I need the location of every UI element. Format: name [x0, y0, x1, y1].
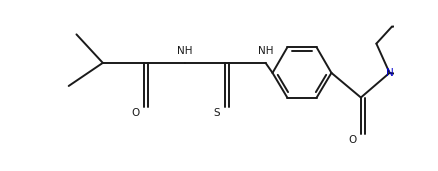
Text: S: S — [213, 108, 220, 118]
Text: N: N — [386, 68, 393, 78]
Text: O: O — [348, 135, 357, 145]
Text: O: O — [131, 108, 139, 118]
Text: NH: NH — [258, 46, 273, 56]
Text: NH: NH — [177, 46, 193, 56]
